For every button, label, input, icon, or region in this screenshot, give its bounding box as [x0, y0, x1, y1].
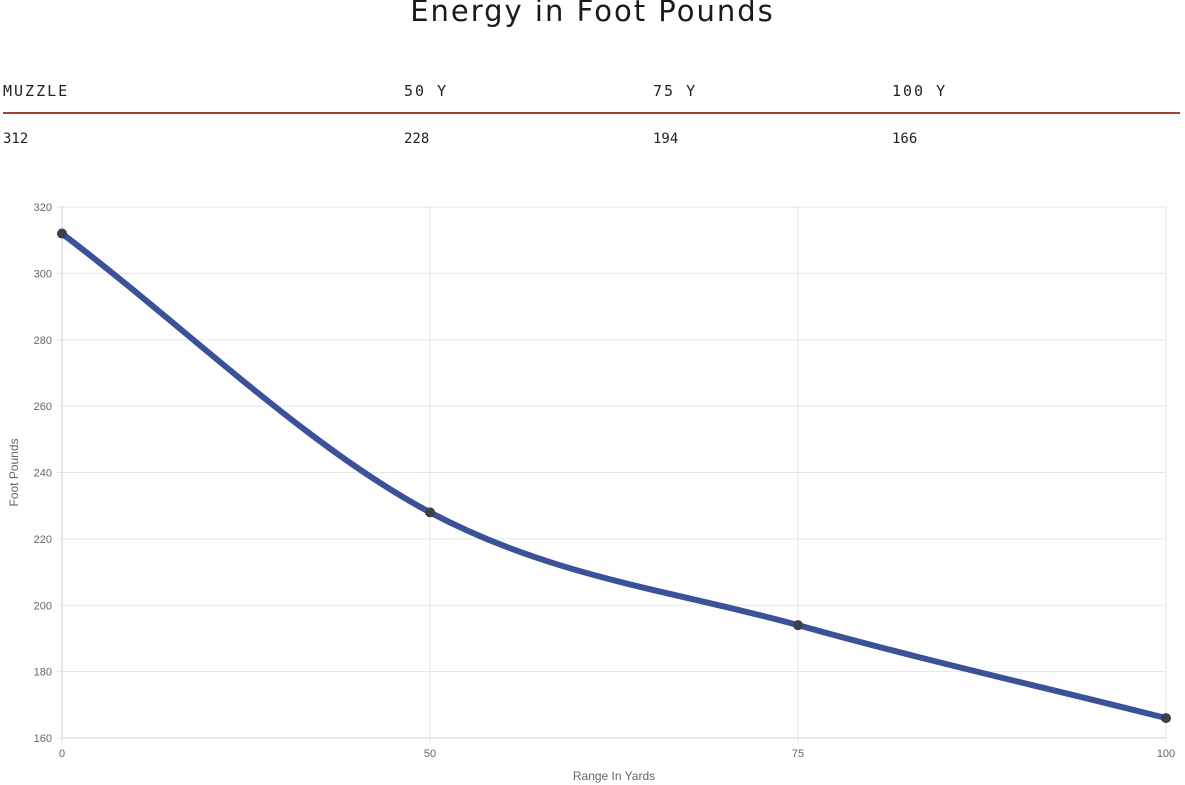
x-axis-label: Range In Yards	[573, 769, 655, 783]
series-line	[59, 230, 1169, 722]
x-tick-label: 50	[424, 748, 436, 760]
energy-table: MUZZLE 50 Y 75 Y 100 Y 312 228 194 166	[3, 78, 1180, 154]
data-point	[1161, 713, 1171, 724]
data-point	[793, 620, 803, 631]
y-tick-label: 260	[34, 401, 52, 413]
value-100y: 166	[892, 131, 918, 147]
y-tick-label: 300	[34, 268, 52, 280]
table-row: 312 228 194 166	[3, 114, 1180, 154]
table-header-row: MUZZLE 50 Y 75 Y 100 Y	[3, 78, 1180, 114]
y-tick-label: 180	[34, 667, 52, 679]
header-100y: 100 Y	[892, 82, 948, 100]
energy-line-chart: 160 180 200 220 240 260 280 300 320 0 50 75 100 Foot…	[7, 202, 1176, 783]
y-axis-label: Foot Pounds	[7, 438, 21, 506]
page-title: Energy in Foot Pounds	[410, 0, 775, 28]
data-point	[57, 228, 67, 239]
x-tick-label: 100	[1157, 748, 1175, 760]
y-tick-label: 320	[34, 202, 52, 214]
axes	[61, 207, 1166, 739]
header-75y: 75 Y	[653, 82, 698, 100]
x-tick-label: 0	[59, 748, 65, 760]
value-75y: 194	[653, 131, 679, 147]
header-muzzle: MUZZLE	[3, 82, 70, 100]
data-point	[425, 507, 435, 518]
header-50y: 50 Y	[404, 82, 449, 100]
tick-labels: 160 180 200 220 240 260 280 300 320 0 50 75 100	[34, 202, 1176, 760]
x-tick-label: 75	[792, 748, 804, 760]
y-tick-label: 200	[34, 600, 52, 612]
y-tick-label: 240	[34, 468, 52, 480]
data-points	[57, 228, 1171, 724]
y-tick-label: 220	[34, 534, 52, 546]
value-muzzle: 312	[3, 131, 29, 147]
grid-lines	[57, 206, 1167, 743]
value-50y: 228	[404, 131, 430, 147]
y-tick-label: 160	[34, 733, 52, 745]
y-tick-label: 280	[34, 335, 52, 347]
